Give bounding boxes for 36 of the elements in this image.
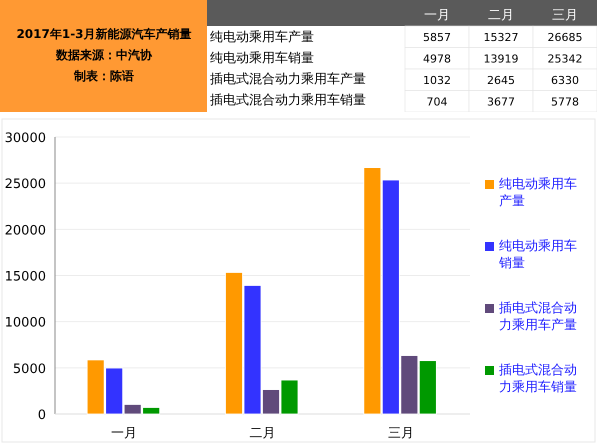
source-note: 数据来源：中汽协 [55,48,153,62]
data-label: 2645 [487,74,515,87]
data-label: 3677 [487,96,515,108]
y-tick-label: 5000 [12,362,46,377]
data-label: 25342 [548,52,582,66]
y-tick-label: 纯电动乘用车销量 [210,51,314,66]
legend-label: 插电式混合动力乘用车销量 [499,362,578,396]
data-label: 5857 [423,31,451,44]
x-tick-label: 二月 [488,8,514,23]
y-tick-label: 纯电动乘用车产量 [210,30,314,45]
y-tick-label: 插电式混合动力乘用车产量 [210,72,366,87]
data-label: 13919 [484,52,518,66]
legend-label: 纯电动乘用车产量 [499,176,578,210]
x-tick-label: 一月 [424,8,450,23]
y-tick-label: 30000 [4,131,46,146]
y-tick-label: 0 [38,408,46,423]
data-label: 26685 [548,31,582,44]
data-label: 1032 [423,74,451,87]
data-label: 15327 [484,31,518,44]
y-tick-label: 15000 [4,270,46,284]
data-label: 6330 [551,74,579,87]
data-label: 5778 [551,96,579,108]
legend-label: 纯电动乘用车销量 [499,238,578,272]
data-label: 4978 [423,52,451,66]
x-tick-label: 一月 [111,426,138,441]
x-tick-label: 三月 [552,8,578,23]
x-tick-label: 二月 [250,426,276,441]
text: 2017年1-3月新能源汽车产销量 [16,27,192,41]
y-tick-label: 25000 [4,177,46,192]
y-tick-label: 10000 [4,316,46,331]
x-tick-label: 三月 [388,426,414,441]
text: 制表：陈语 [73,69,134,83]
y-tick-label: 插电式混合动力乘用车销量 [210,93,366,108]
legend-label: 插电式混合动力乘用车产量 [499,300,578,334]
data-label: 704 [426,96,448,108]
y-tick-label: 20000 [4,223,46,238]
